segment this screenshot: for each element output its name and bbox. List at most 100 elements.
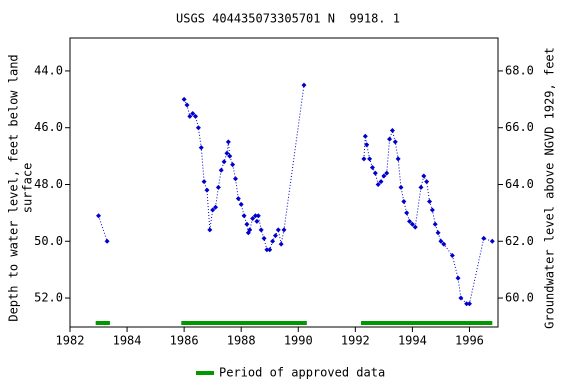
data-point <box>230 162 236 168</box>
y-axis-label: Depth to water level, feet below land <box>7 54 21 321</box>
data-point <box>441 241 447 247</box>
data-point <box>250 216 256 222</box>
data-point <box>187 113 193 119</box>
y-tick-label: 46.0 <box>34 120 63 134</box>
data-point <box>198 145 204 151</box>
data-point <box>362 133 368 139</box>
data-point <box>232 176 238 182</box>
x-tick-label: 1982 <box>56 334 85 348</box>
data-point <box>407 218 413 224</box>
data-line <box>98 85 493 305</box>
data-point <box>275 227 281 233</box>
data-point <box>395 156 401 162</box>
data-point <box>258 227 264 233</box>
data-point <box>489 238 495 244</box>
data-point <box>372 170 378 176</box>
data-point <box>458 295 464 301</box>
data-point <box>384 170 390 176</box>
data-point <box>455 275 461 281</box>
x-tick-label: 1994 <box>398 334 427 348</box>
data-point <box>466 301 472 307</box>
data-point <box>215 184 221 190</box>
data-point <box>404 210 410 216</box>
data-point <box>261 235 267 241</box>
data-point <box>247 227 253 233</box>
data-point <box>389 128 395 134</box>
x-tick-label: 1990 <box>284 334 313 348</box>
data-point <box>235 196 241 202</box>
y-axis-label: surface <box>21 163 35 214</box>
data-point <box>438 238 444 244</box>
chart-title: USGS 404435073305701 N 9918. 1 <box>176 12 400 26</box>
data-point <box>398 184 404 190</box>
data-point <box>241 213 247 219</box>
data-point <box>255 213 261 219</box>
data-point <box>481 235 487 241</box>
y2-tick-label: 68.0 <box>505 63 534 77</box>
data-point <box>278 241 284 247</box>
data-point <box>244 221 250 227</box>
data-point <box>364 142 370 148</box>
data-point <box>369 164 375 170</box>
data-point <box>429 207 435 213</box>
data-point <box>190 111 196 117</box>
data-point <box>424 179 430 185</box>
data-point <box>207 227 213 233</box>
data-point <box>401 199 407 205</box>
data-point <box>412 224 418 230</box>
data-point <box>195 125 201 131</box>
data-point <box>267 247 273 253</box>
data-point <box>96 213 102 219</box>
data-point <box>435 230 441 236</box>
data-point <box>301 82 307 88</box>
data-point <box>227 153 233 159</box>
y-tick-label: 50.0 <box>34 234 63 248</box>
data-point <box>218 167 224 173</box>
data-point <box>254 218 260 224</box>
legend-label: Period of approved data <box>219 366 385 380</box>
y2-tick-label: 60.0 <box>505 291 534 305</box>
data-point <box>375 181 381 187</box>
x-tick-label: 1996 <box>455 334 484 348</box>
x-tick-label: 1992 <box>341 334 370 348</box>
data-point <box>387 136 393 142</box>
data-point <box>252 213 258 219</box>
data-point <box>181 96 187 102</box>
data-point <box>449 252 455 258</box>
data-point <box>418 184 424 190</box>
y2-axis-label: Groundwater level above NGVD 1929, feet <box>543 47 557 329</box>
data-point <box>421 173 427 179</box>
data-point <box>224 150 230 156</box>
y-tick-label: 48.0 <box>34 177 63 191</box>
data-point <box>104 238 110 244</box>
y2-tick-label: 62.0 <box>505 234 534 248</box>
data-point <box>361 156 367 162</box>
data-point <box>193 113 199 119</box>
data-point <box>270 238 276 244</box>
data-point <box>378 179 384 185</box>
y-tick-label: 52.0 <box>34 291 63 305</box>
y2-tick-label: 64.0 <box>505 177 534 191</box>
data-point <box>204 187 210 193</box>
data-point <box>381 173 387 179</box>
data-point <box>392 139 398 145</box>
data-point <box>210 207 216 213</box>
data-point <box>213 204 219 210</box>
data-point <box>464 301 470 307</box>
data-point <box>272 233 278 239</box>
x-tick-label: 1986 <box>170 334 199 348</box>
data-point <box>221 159 227 165</box>
data-point <box>427 199 433 205</box>
y2-tick-label: 66.0 <box>505 120 534 134</box>
x-tick-label: 1988 <box>227 334 256 348</box>
data-point <box>409 221 415 227</box>
y-tick-label: 44.0 <box>34 63 63 77</box>
plot-frame <box>69 37 499 328</box>
x-tick-label: 1984 <box>113 334 142 348</box>
data-point <box>184 102 190 108</box>
data-point <box>238 201 244 207</box>
data-point <box>225 139 231 145</box>
data-point <box>281 227 287 233</box>
data-point <box>432 221 438 227</box>
